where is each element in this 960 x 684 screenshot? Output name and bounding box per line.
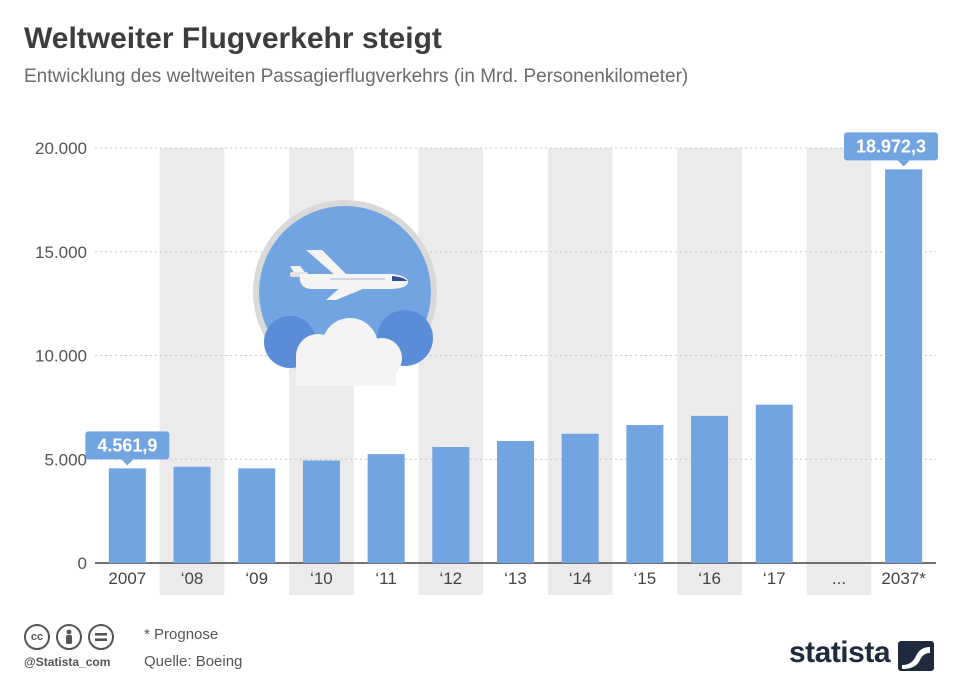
bar	[885, 169, 923, 563]
data-label: 4.561,9	[85, 431, 170, 466]
statista-logo-icon	[898, 641, 934, 671]
bar	[691, 415, 729, 563]
x-axis-labels: 2007 ‘08 ‘09 ‘10 ‘11 ‘12 ‘13 ‘14 ‘15 ‘16 ‘17... 203…	[108, 569, 926, 588]
x-tick-label: ‘10	[310, 569, 333, 588]
x-tick-label: ‘08	[181, 569, 204, 588]
x-tick-label: ‘11	[375, 569, 396, 588]
statista-handle[interactable]: @Statista_com	[24, 655, 111, 669]
bar	[173, 466, 211, 563]
statista-brand[interactable]: statista	[788, 636, 891, 669]
column-band	[806, 148, 872, 595]
x-tick-label: ‘09	[245, 569, 268, 588]
bar	[367, 454, 405, 563]
y-tick-label: 10.000	[35, 347, 87, 366]
chart-title: Weltweiter Flugverkehr steigt	[24, 22, 442, 55]
bar	[497, 440, 534, 563]
bar	[302, 460, 340, 563]
y-axis-ticks: 0 5.000 10.000 15.000 20.000	[35, 139, 87, 573]
y-tick-label: 0	[78, 554, 87, 573]
airplane-illustration	[253, 200, 437, 386]
y-tick-label: 15.000	[35, 243, 87, 262]
x-tick-label: ‘17	[763, 569, 786, 588]
x-tick-label: 2007	[108, 569, 146, 588]
license-icons: cc	[24, 624, 114, 650]
airplane-icon	[290, 250, 408, 300]
svg-text:4.561,9: 4.561,9	[97, 435, 157, 455]
svg-text:18.972,3: 18.972,3	[856, 136, 926, 156]
y-tick-label: 20.000	[35, 139, 87, 158]
x-tick-label: ‘16	[698, 569, 721, 588]
footnote: * Prognose	[144, 626, 219, 643]
bar	[108, 468, 146, 563]
bar	[561, 433, 599, 563]
x-tick-label: ‘12	[439, 569, 462, 588]
x-tick-label: ‘15	[634, 569, 657, 588]
by-icon	[56, 624, 82, 650]
bar	[432, 447, 470, 563]
bars	[108, 169, 923, 563]
data-labels: 4.561,9 18.972,3	[85, 132, 938, 466]
nd-icon	[88, 624, 114, 650]
source: Quelle: Boeing	[144, 653, 243, 670]
x-tick-label: ‘13	[504, 569, 527, 588]
y-tick-label: 5.000	[44, 450, 87, 469]
data-label: 18.972,3	[844, 132, 938, 167]
bar	[626, 425, 664, 563]
x-tick-label: 2037*	[881, 569, 926, 588]
chart-subtitle: Entwicklung des weltweiten Passagierflug…	[24, 66, 689, 87]
x-tick-label: ‘14	[569, 569, 592, 588]
cloud-icon	[264, 310, 433, 386]
x-tick-label: ...	[832, 569, 846, 588]
cc-icon: cc	[24, 624, 50, 650]
bar	[238, 468, 276, 563]
bar	[755, 404, 793, 563]
